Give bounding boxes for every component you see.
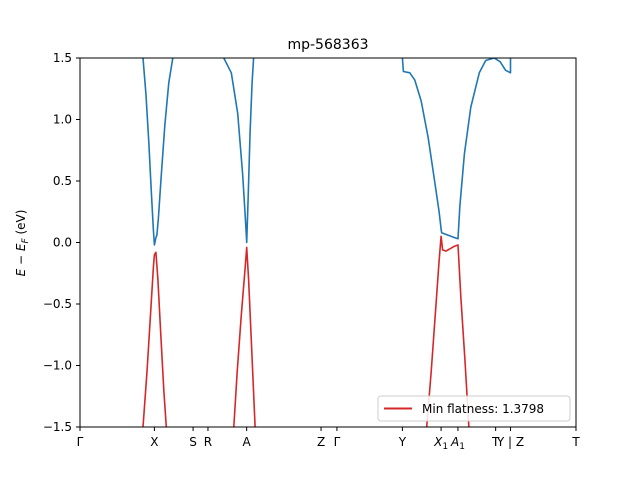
x-tick-label: T [491, 435, 500, 449]
y-tick-label: 1.5 [53, 51, 72, 65]
conduction-band-line [223, 58, 255, 244]
x-tick-label: Y | Z [496, 435, 524, 449]
x-tick-label: X1 [433, 435, 448, 452]
valence-band-line [142, 251, 168, 427]
y-tick-label: −1.0 [43, 359, 72, 373]
y-axis-label-subscript: F [21, 238, 31, 244]
valence-band-line [233, 246, 256, 427]
x-tick-label: Γ [334, 435, 341, 449]
plot-frame [79, 57, 577, 428]
x-tick-label: Γ [77, 435, 84, 449]
x-tick-label: S [189, 435, 197, 449]
y-tick-label: 0.5 [53, 174, 72, 188]
y-axis-label-minus-fermi: − E [14, 243, 28, 269]
conduction-band-line [401, 58, 512, 240]
x-tick-label: Z [317, 435, 325, 449]
band-lines [142, 58, 512, 427]
y-axis-label-energy: E [14, 268, 28, 276]
conduction-band-line [142, 58, 174, 246]
x-tick-label: X [150, 435, 158, 449]
legend: Min flatness: 1.3798 [377, 395, 571, 422]
y-tick-label: 1.0 [53, 113, 72, 127]
y-tick-label: −0.5 [43, 297, 72, 311]
y-axis-label: E − EF (eV) [14, 210, 31, 277]
x-tick-label: A1 [450, 435, 465, 452]
y-axis-ticks: 1.5 1.0 0.5 0.0 −0.5 −1.0 −1.5 [43, 51, 80, 434]
x-tick-label: T [571, 435, 580, 449]
x-tick-label: A [243, 435, 252, 449]
y-tick-label: −1.5 [43, 420, 72, 434]
x-tick-label: Y [398, 435, 407, 449]
y-tick-label: 0.0 [53, 236, 72, 250]
legend-label: Min flatness: 1.3798 [422, 402, 544, 416]
legend-box [377, 395, 571, 422]
y-axis-label-units: (eV) [14, 210, 28, 239]
x-tick-label: R [204, 435, 212, 449]
valence-band-line [425, 235, 470, 427]
chart-title: mp-568363 [287, 37, 368, 53]
